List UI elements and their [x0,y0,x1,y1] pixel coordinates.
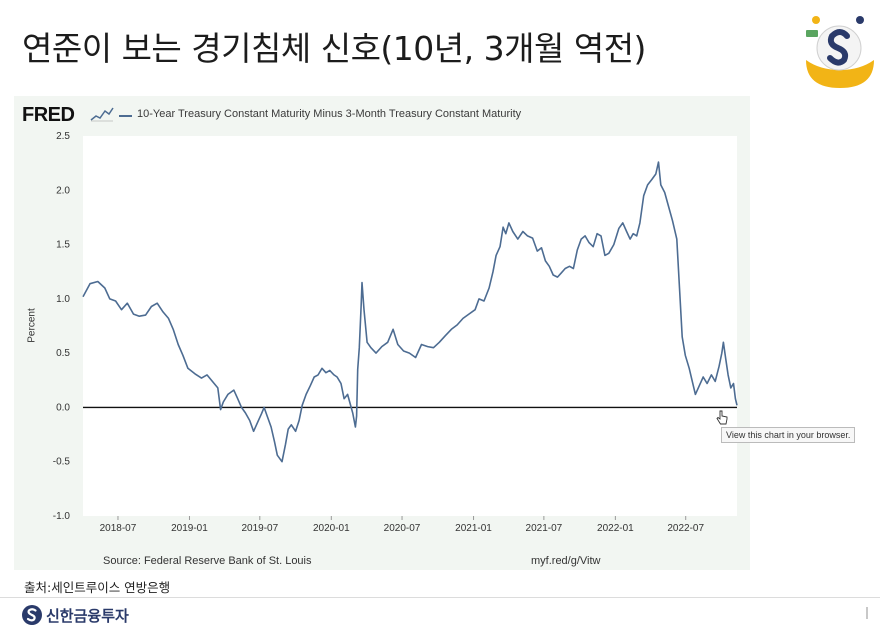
chart-short-url[interactable]: myf.red/g/Vitw [531,555,601,567]
x-tick-label: 2018-07 [100,523,137,534]
fred-sparkline-icon [90,107,114,122]
y-tick-label: 2.0 [56,185,70,196]
footer-divider [0,597,880,598]
slide-title: 연준이 보는 경기침체 신호(10년, 3개월 역전) [22,29,646,68]
legend-label: 10-Year Treasury Constant Maturity Minus… [137,108,522,120]
legend-swatch [119,115,132,117]
y-tick-label: 1.0 [56,294,70,305]
x-tick-label: 2019-07 [241,523,278,534]
chart-tooltip: View this chart in your browser. [721,427,856,443]
x-tick-label: 2020-01 [313,523,350,534]
plot-area [83,136,737,516]
x-tick-label: 2021-01 [455,523,492,534]
y-tick-label: 1.5 [56,240,70,251]
source-note: Source: Federal Reserve Bank of St. Loui… [103,555,312,567]
pointer-cursor-icon [716,410,728,425]
shinhan-logo-icon [22,605,42,625]
fred-logo[interactable]: FRED [22,104,75,126]
x-tick-label: 2021-07 [526,523,563,534]
x-tick-label: 2019-01 [171,523,208,534]
footer-brand: 신한금융투자 [46,607,129,625]
x-tick-label: 2020-07 [384,523,421,534]
y-axis-label: Percent [26,308,38,343]
x-tick-label: 2022-01 [597,523,634,534]
y-tick-label: 0.0 [56,402,70,413]
footer-marker [866,607,868,619]
y-tick-label: -0.5 [53,457,71,468]
y-tick-label: -1.0 [53,511,71,522]
y-tick-label: 2.5 [56,131,70,142]
series-line [82,161,738,463]
corner-mascot-icon [806,16,874,88]
y-tick-label: 0.5 [56,348,70,359]
source-caption: 출처:세인트루이스 연방은행 [24,580,171,595]
x-tick-label: 2022-07 [667,523,704,534]
